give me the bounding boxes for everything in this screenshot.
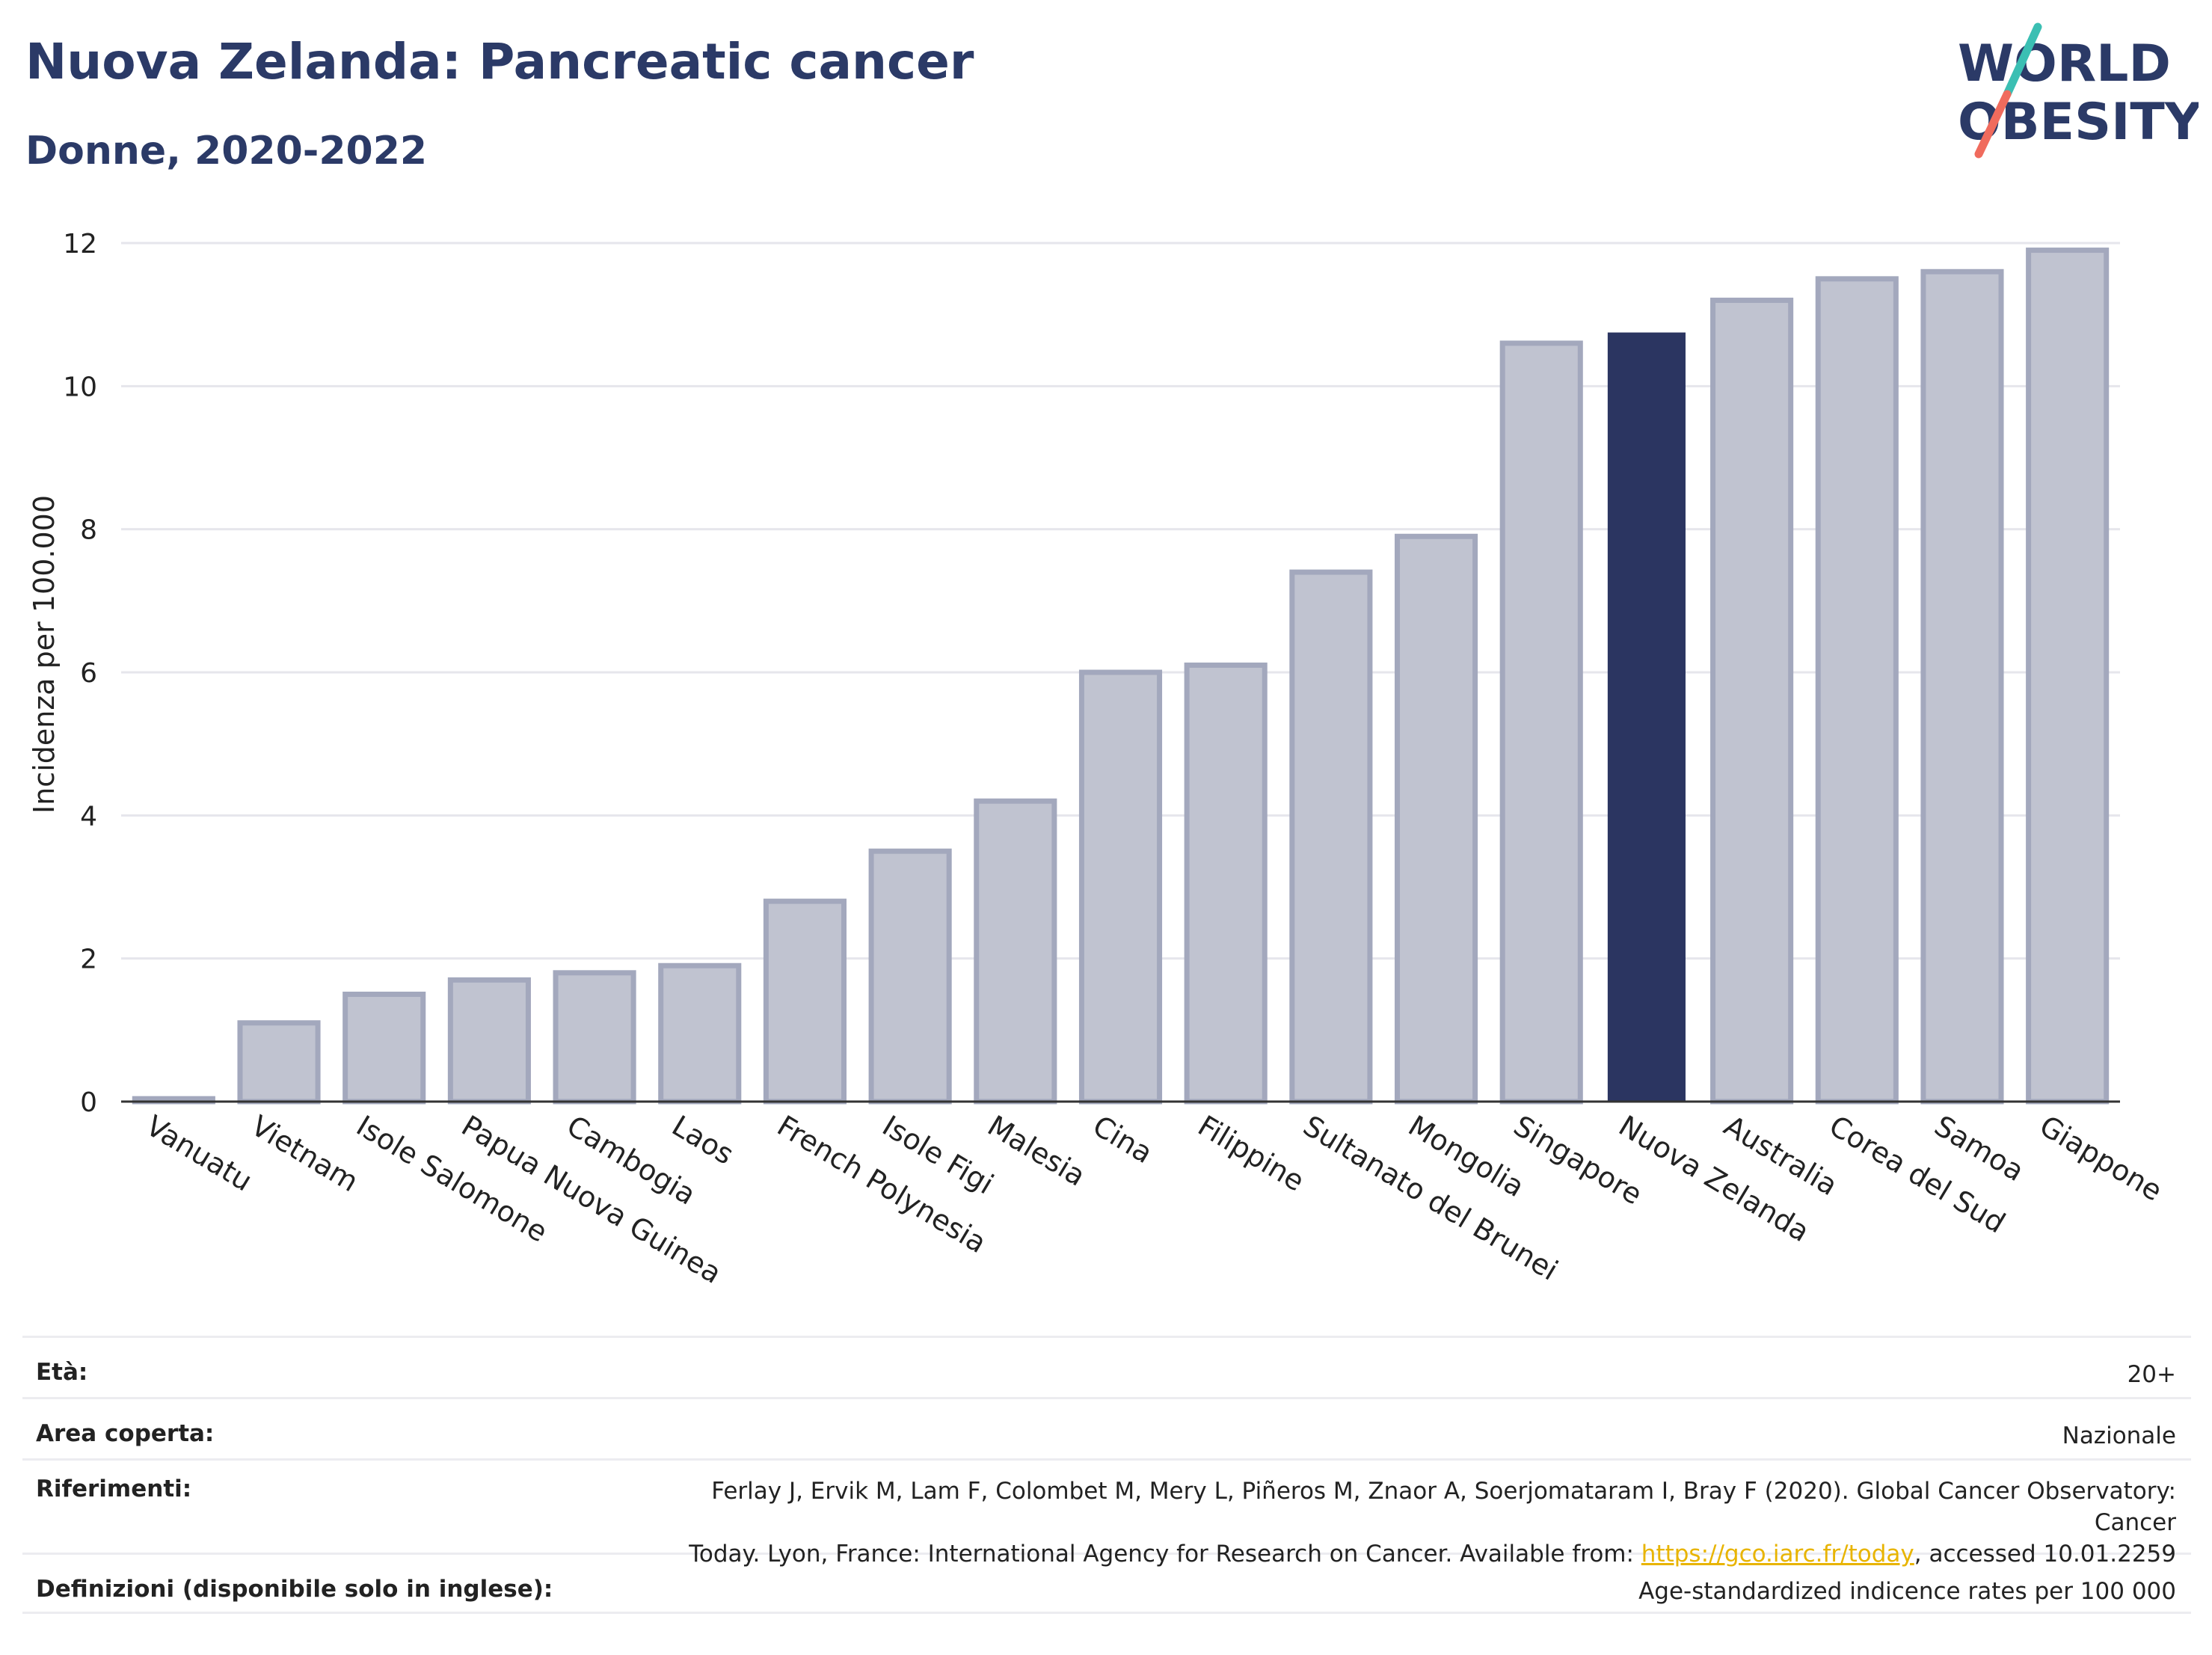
- info-row-age: Età: 20+: [22, 1336, 2191, 1397]
- bar-mongolia: [1394, 533, 1478, 1105]
- info-table: Età: 20+ Area coperta: Nazionale Riferim…: [22, 1336, 2191, 1614]
- references-accessed: , accessed 10.01.2259: [1914, 1541, 2176, 1568]
- info-value-area: Nazionale: [2062, 1422, 2176, 1449]
- bar-cambogia: [553, 970, 636, 1105]
- references-line1: Ferlay J, Ervik M, Lam F, Colombet M, Me…: [711, 1478, 2176, 1536]
- bar-australia: [1710, 298, 1794, 1105]
- y-axis-label: Incidenza per 100.000: [28, 495, 61, 814]
- info-value-definitions: Age-standardized indicence rates per 100…: [1638, 1578, 2176, 1605]
- bar-sultanato-del-brunei: [1289, 569, 1373, 1105]
- x-tick-label: Nuova Zelanda: [1613, 1109, 1815, 1248]
- bar-cina: [1078, 669, 1163, 1105]
- x-tick-label: Corea del Sud: [1824, 1109, 2011, 1240]
- bar-laos: [658, 962, 742, 1105]
- info-row-area: Area coperta: Nazionale: [22, 1397, 2191, 1458]
- slash-logo-icon: [2003, 22, 2042, 99]
- bar-giappone: [2026, 248, 2110, 1105]
- info-label-area: Area coperta:: [36, 1420, 215, 1447]
- y-tick-label: 4: [80, 801, 97, 832]
- x-tick-label: Isole Salomone: [351, 1109, 553, 1249]
- bar-samoa: [1920, 268, 2004, 1105]
- bar-isole-figi: [868, 848, 952, 1105]
- info-row-references: Riferimenti: Ferlay J, Ervik M, Lam F, C…: [22, 1458, 2191, 1568]
- x-tick-label: Cina: [1087, 1109, 1158, 1170]
- y-tick-label: 12: [63, 229, 97, 260]
- logo-line1: WORLD: [1958, 34, 2171, 93]
- y-tick-label: 0: [80, 1087, 97, 1118]
- x-tick-label: Vietnam: [245, 1109, 363, 1198]
- bar-singapore: [1499, 340, 1583, 1105]
- info-value-age: 20+: [2127, 1361, 2176, 1388]
- x-tick-label: Filippine: [1193, 1109, 1310, 1198]
- y-tick-label: 6: [80, 658, 97, 689]
- bar-filippine: [1184, 662, 1268, 1105]
- bar-malesia: [974, 798, 1057, 1105]
- y-tick-labels: 0 2 4 6 8 10 12: [63, 229, 97, 1118]
- references-link[interactable]: https://gco.iarc.fr/today: [1641, 1541, 1914, 1568]
- bar-french-polynesia: [763, 898, 847, 1105]
- info-row-definitions: Definizioni (disponibile solo in inglese…: [22, 1553, 2191, 1614]
- page-title: Nuova Zelanda: Pancreatic cancer: [25, 33, 974, 90]
- y-tick-label: 10: [63, 372, 97, 402]
- bars: [132, 248, 2110, 1105]
- bar-vietnam: [237, 1020, 321, 1105]
- references-line2: Today. Lyon, France: International Agenc…: [689, 1541, 1641, 1568]
- slash-logo-icon-lower: [1974, 90, 2012, 159]
- world-obesity-logo: WORLD OBESITY: [1958, 22, 2199, 159]
- page-subtitle: Donne, 2020-2022: [25, 129, 428, 174]
- info-label-definitions: Definizioni (disponibile solo in inglese…: [36, 1576, 553, 1603]
- info-label-references: Riferimenti:: [36, 1476, 192, 1502]
- x-tick-label: Malesia: [982, 1109, 1091, 1193]
- info-label-age: Età:: [36, 1359, 88, 1386]
- y-tick-label: 2: [80, 945, 97, 975]
- bar-isole-salomone: [342, 992, 426, 1105]
- x-tick-label: Vanuatu: [141, 1109, 258, 1197]
- bar-nuova-zelanda: [1607, 332, 1686, 1102]
- x-tick-label: Laos: [666, 1109, 740, 1171]
- info-value-references: Ferlay J, Ervik M, Lam F, Colombet M, Me…: [643, 1476, 2176, 1570]
- x-tick-label: Giappone: [2034, 1109, 2168, 1208]
- y-tick-label: 8: [80, 515, 97, 546]
- bar-corea-del-sud: [1815, 276, 1899, 1105]
- bar-papua-nuova-guinea: [447, 977, 531, 1105]
